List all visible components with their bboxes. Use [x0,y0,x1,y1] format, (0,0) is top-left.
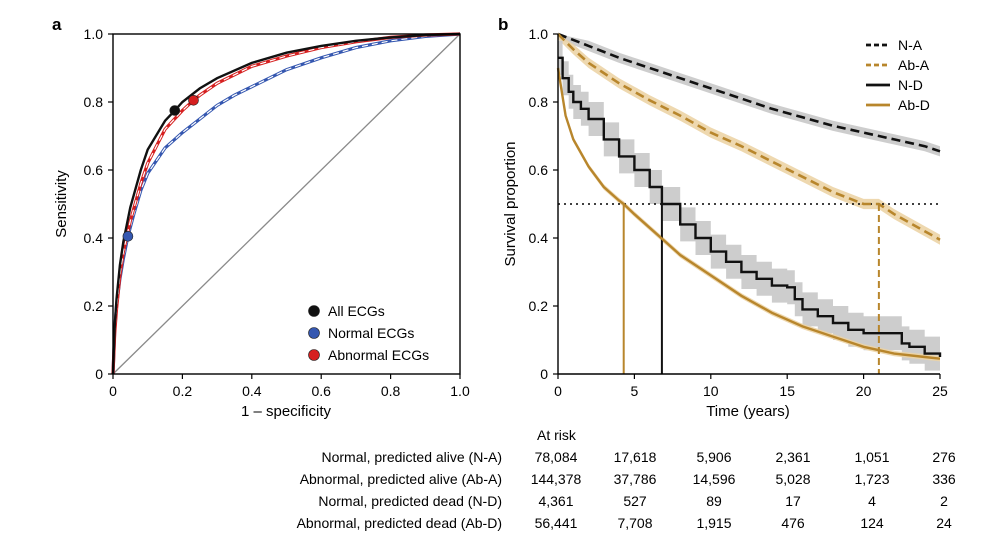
panel-b-x-tick-label: 25 [932,383,948,399]
legend-label: N-D [898,77,923,93]
at-risk-row-label: Abnormal, predicted alive (Ab-A) [300,471,502,487]
panel-b-y-tick-label: 0.4 [529,230,549,246]
legend-marker-normal-ecgs [308,327,320,339]
panel-b-letter: b [498,15,508,34]
at-risk-count: 17 [785,493,801,509]
ab-a-confidence-band [558,34,940,245]
at-risk-count: 527 [623,493,647,509]
panel-a-y-tick-label: 0.4 [84,230,104,246]
all-ecgs-roc-curve [111,32,461,375]
legend-label: N-A [898,37,923,53]
at-risk-count: 276 [932,449,956,465]
panel-a-x-axis-label: 1 – specificity [241,403,332,420]
at-risk-count: 17,618 [614,449,657,465]
at-risk-table: At risk Normal, predicted alive (N-A) 78,… [297,427,956,531]
panel-a-y-tick-label: 0.8 [84,94,104,110]
panel-a-y-axis-label: Sensitivity [53,170,70,238]
panel-a-letter: a [52,15,62,34]
panel-a-x-tick-label: 1.0 [450,383,470,399]
panel-a-y-tick-label: 0 [95,366,103,382]
legend-label: Ab-D [898,97,930,113]
at-risk-count: 7,708 [617,515,652,531]
at-risk-count: 476 [781,515,805,531]
at-risk-header: At risk [537,427,577,443]
at-risk-count: 5,906 [696,449,731,465]
at-risk-count: 124 [860,515,884,531]
panel-a-y-tick-label: 0.6 [84,162,104,178]
ab-d-survival-curve [556,67,941,360]
panel-a-y-tick-label: 0.2 [84,298,104,314]
panel-b-legend: N-A Ab-A N-D Ab-D [866,37,930,113]
panel-b-x-tick-label: 20 [856,383,872,399]
chance-diagonal-line [112,33,461,375]
panel-b-x-tick-label: 10 [703,383,719,399]
legend-label: Ab-A [898,57,930,73]
panel-a-x-tick-label: 0.2 [173,383,193,399]
panel-b-x-axis-label: Time (years) [706,403,790,420]
abnormal-ecgs-operating-point [188,95,199,106]
at-risk-count: 5,028 [775,471,810,487]
legend-marker-all-ecgs [308,305,320,317]
panel-b-y-tick-label: 0.2 [529,298,549,314]
legend-marker-abnormal-ecgs [308,349,320,361]
at-risk-count: 1,723 [854,471,889,487]
at-risk-count: 336 [932,471,956,487]
at-risk-count: 2 [940,493,948,509]
at-risk-count: 56,441 [535,515,578,531]
at-risk-count: 37,786 [614,471,657,487]
panel-a-frame [112,33,461,375]
panel-b-y-axis-label: Survival proportion [502,141,519,266]
normal-ecgs-operating-point [122,231,134,242]
legend-label: All ECGs [328,303,385,319]
at-risk-count: 1,915 [696,515,731,531]
panel-a-x-tick-label: 0.4 [242,383,262,399]
at-risk-count: 2,361 [775,449,810,465]
at-risk-count: 24 [936,515,952,531]
at-risk-count: 78,084 [535,449,578,465]
panel-b-x-tick-label: 15 [779,383,795,399]
panel-a-x-tick-label: 0 [109,383,117,399]
panel-b-y-tick-label: 0.8 [529,94,549,110]
at-risk-count: 144,378 [531,471,582,487]
panel-a-y-tick-label: 1.0 [84,26,104,42]
panel-a-roc-chart: a 0 0.2 0.4 0.6 0.8 1.0 0 0.2 0.4 0.6 0.8 1.0 1 – s… [52,15,470,420]
n-a-survival-curve [557,32,941,153]
panel-b-y-tick-label: 0 [540,366,548,382]
panel-a-legend: All ECGs Normal ECGs Abnormal ECGs [308,303,429,363]
n-d-survival-curve [558,56,942,357]
at-risk-count: 4,361 [538,493,573,509]
panel-b-x-tick-label: 0 [554,383,562,399]
at-risk-count: 89 [706,493,722,509]
legend-label: Normal ECGs [328,325,414,341]
panel-b-x-tick-label: 5 [631,383,639,399]
n-a-confidence-band [558,34,940,157]
legend-label: Abnormal ECGs [328,347,429,363]
panel-b-y-tick-label: 1.0 [529,26,549,42]
at-risk-row-label: Normal, predicted alive (N-A) [322,449,503,465]
ab-a-survival-curve [557,33,941,241]
panel-a-x-tick-label: 0.8 [381,383,401,399]
at-risk-count: 14,596 [693,471,736,487]
at-risk-count: 4 [868,493,876,509]
at-risk-row-label: Normal, predicted dead (N-D) [318,493,502,509]
panel-b-survival-chart: b 0 5 10 15 20 25 0 0.2 0.4 0.6 0.8 1.0 Time (years… [498,15,948,420]
all-ecgs-operating-point [169,105,181,116]
panel-a-x-tick-label: 0.6 [311,383,331,399]
panel-b-y-tick-label: 0.6 [529,162,549,178]
at-risk-count: 1,051 [854,449,889,465]
at-risk-row-label: Abnormal, predicted dead (Ab-D) [297,515,502,531]
